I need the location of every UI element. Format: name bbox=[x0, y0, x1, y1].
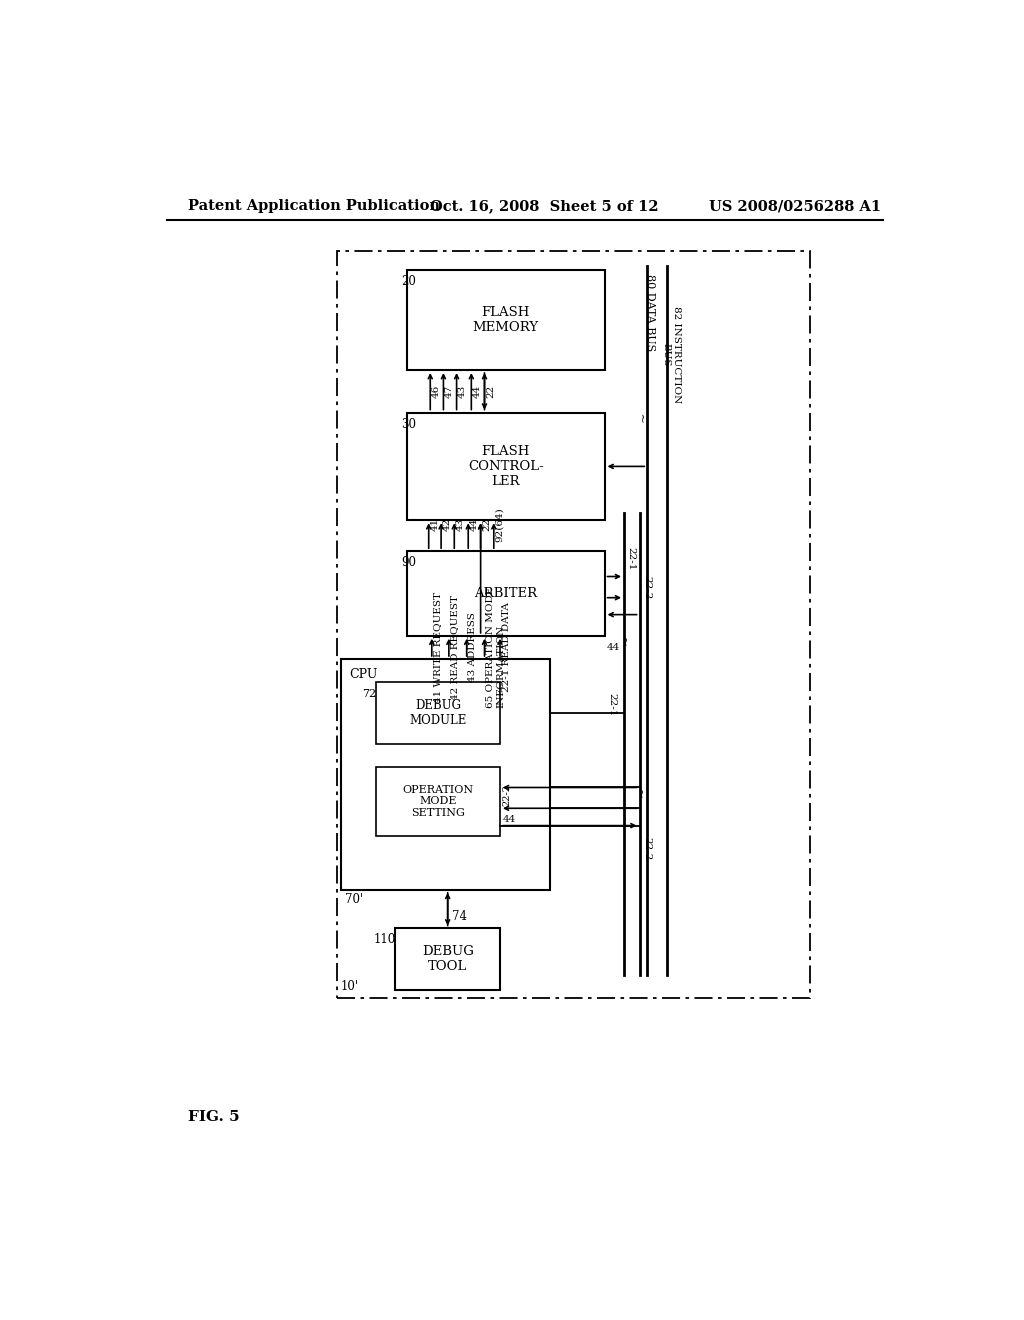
Text: 43: 43 bbox=[458, 384, 467, 397]
Text: 46: 46 bbox=[432, 384, 440, 397]
Text: 22: 22 bbox=[486, 384, 495, 397]
Bar bbox=[407, 552, 604, 636]
Bar bbox=[376, 682, 500, 743]
Text: FLASH
MEMORY: FLASH MEMORY bbox=[473, 306, 539, 334]
Bar bbox=[407, 271, 604, 370]
Bar bbox=[395, 928, 500, 990]
Text: 65 OPERATION MODE
INFORMATION: 65 OPERATION MODE INFORMATION bbox=[486, 586, 506, 708]
Text: 110: 110 bbox=[374, 933, 396, 946]
Bar bbox=[337, 251, 810, 998]
Text: FLASH
CONTROL-
LER: FLASH CONTROL- LER bbox=[468, 445, 544, 488]
Bar bbox=[341, 659, 550, 890]
Text: 42: 42 bbox=[442, 517, 452, 531]
Text: Oct. 16, 2008  Sheet 5 of 12: Oct. 16, 2008 Sheet 5 of 12 bbox=[430, 199, 658, 213]
Text: 92(64): 92(64) bbox=[496, 507, 505, 541]
Text: 41 WRITE REQUEST: 41 WRITE REQUEST bbox=[433, 591, 442, 702]
Text: DEBUG
MODULE: DEBUG MODULE bbox=[410, 698, 467, 727]
Text: 10': 10' bbox=[341, 979, 359, 993]
Text: 44: 44 bbox=[473, 384, 482, 397]
Bar bbox=[376, 767, 500, 836]
Text: US 2008/0256288 A1: US 2008/0256288 A1 bbox=[710, 199, 882, 213]
Text: 22-1 READ DATA: 22-1 READ DATA bbox=[502, 602, 511, 692]
Text: 22-2: 22-2 bbox=[642, 576, 651, 599]
Text: 70': 70' bbox=[345, 892, 364, 906]
Text: 72: 72 bbox=[362, 689, 376, 698]
Text: 42 READ REQUEST: 42 READ REQUEST bbox=[451, 595, 460, 700]
Text: 22: 22 bbox=[482, 517, 492, 531]
Text: ~: ~ bbox=[620, 635, 633, 645]
Text: 20: 20 bbox=[400, 275, 416, 288]
Text: 82 INSTRUCTION
BUS: 82 INSTRUCTION BUS bbox=[662, 306, 681, 404]
Text: 22-1: 22-1 bbox=[607, 693, 616, 717]
Bar bbox=[407, 413, 604, 520]
Text: 43: 43 bbox=[456, 517, 465, 531]
Text: 22-2: 22-2 bbox=[503, 784, 511, 807]
Text: 90: 90 bbox=[400, 556, 416, 569]
Text: 41: 41 bbox=[430, 517, 439, 531]
Text: ARBITER: ARBITER bbox=[474, 587, 538, 601]
Text: 44: 44 bbox=[607, 643, 621, 652]
Text: CPU: CPU bbox=[349, 668, 377, 681]
Text: DEBUG
TOOL: DEBUG TOOL bbox=[422, 945, 474, 973]
Text: 30: 30 bbox=[400, 417, 416, 430]
Text: 44: 44 bbox=[503, 814, 515, 824]
Text: 43 ADDRESS: 43 ADDRESS bbox=[468, 612, 477, 682]
Text: Patent Application Publication: Patent Application Publication bbox=[188, 199, 440, 213]
Text: 22-2: 22-2 bbox=[642, 837, 651, 861]
Text: 80 DATA BUS: 80 DATA BUS bbox=[645, 273, 655, 351]
Text: ~: ~ bbox=[637, 411, 650, 421]
Text: 74: 74 bbox=[453, 911, 467, 924]
Text: ~: ~ bbox=[635, 787, 648, 796]
Text: 22-1: 22-1 bbox=[627, 546, 635, 570]
Text: OPERATION
MODE
SETTING: OPERATION MODE SETTING bbox=[402, 785, 473, 818]
Text: 47: 47 bbox=[445, 384, 454, 397]
Text: 44: 44 bbox=[470, 517, 479, 531]
Text: FIG. 5: FIG. 5 bbox=[188, 1110, 240, 1125]
